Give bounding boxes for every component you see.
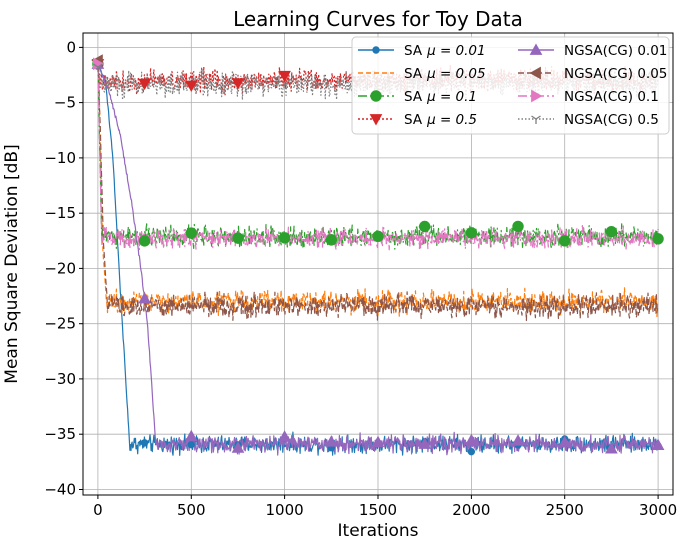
- legend-label-6: NGSA(CG) 0.1: [564, 89, 659, 105]
- series-marker-0: [187, 440, 195, 449]
- legend-marker-4: [529, 43, 543, 55]
- series-marker-3: [138, 78, 151, 91]
- series-marker-4: [184, 429, 198, 442]
- series-marker-4: [605, 442, 618, 454]
- y-tick-label: −10: [44, 149, 76, 167]
- x-tick-label: 1000: [266, 501, 304, 519]
- series-line-1: [97, 62, 659, 318]
- legend-label-text: SA: [404, 66, 423, 82]
- x-tick-label: 2000: [452, 501, 490, 519]
- series-marker-4: [558, 435, 572, 448]
- series-marker-2: [605, 225, 618, 238]
- legend-label-param: μ = 0.5: [426, 112, 477, 128]
- legend-label-4: NGSA(CG) 0.01: [564, 43, 667, 59]
- legend-label-7: NGSA(CG) 0.5: [564, 112, 659, 128]
- x-tick-label: 0: [93, 501, 103, 519]
- marker-stroke: [535, 115, 541, 120]
- x-axis-ticks: 0 500 1000 1500 2000 2500 3000: [93, 495, 677, 519]
- series-marker-3: [184, 80, 198, 93]
- series-marker-7: [93, 63, 103, 73]
- series-marker-4: [278, 430, 291, 442]
- legend-marker-3: [369, 114, 383, 126]
- series-marker-4: [651, 438, 665, 450]
- legend-marker-2: [370, 90, 382, 102]
- series-marker-4: [231, 441, 245, 453]
- series-marker-4: [138, 291, 151, 304]
- legend-label-text: SA: [404, 43, 423, 59]
- legend-marker-7: [531, 115, 541, 124]
- legend-label-text: NGSA(CG) 0.05: [564, 66, 667, 82]
- grid-lines: [83, 33, 673, 495]
- x-axis-label: Iterations: [338, 521, 419, 541]
- x-tick-label: 2500: [546, 501, 584, 519]
- legend-label-text: NGSA(CG) 0.5: [564, 112, 659, 128]
- marker-stroke: [93, 63, 99, 68]
- legend-label-text: SA: [404, 89, 423, 105]
- legend-marker-5: [529, 66, 541, 80]
- y-tick-label: −25: [44, 315, 76, 333]
- legend-label-1: SA μ = 0.05: [404, 66, 486, 82]
- legend-label-text: NGSA(CG) 0.1: [564, 89, 659, 105]
- series-line-5: [97, 62, 659, 322]
- series-marker-4: [511, 434, 525, 446]
- y-axis-ticks: 0 −5 −10 −15 −20 −25 −30 −35 −40: [44, 38, 83, 499]
- series-marker-2: [465, 227, 478, 239]
- series-marker-2: [232, 232, 244, 244]
- chart-title: Learning Curves for Toy Data: [233, 7, 523, 31]
- legend-label-text: NGSA(CG) 0.01: [564, 43, 667, 59]
- x-tick-label: 1500: [359, 501, 397, 519]
- x-tick-label: 500: [177, 501, 206, 519]
- legend-label-param: μ = 0.01: [426, 43, 486, 59]
- legend-label-3: SA μ = 0.5: [404, 112, 477, 128]
- series-marker-2: [418, 220, 431, 233]
- y-tick-label: −40: [44, 481, 76, 499]
- series-marker-3: [231, 78, 245, 90]
- y-tick-label: −30: [44, 370, 76, 388]
- y-tick-label: −15: [44, 204, 76, 222]
- y-tick-label: −20: [44, 259, 76, 277]
- series-marker-0: [140, 439, 149, 447]
- legend-label-param: μ = 0.05: [426, 66, 486, 82]
- series-marker-2: [559, 235, 571, 247]
- marker-stroke: [97, 63, 103, 68]
- series-marker-3: [278, 70, 291, 83]
- legend-box: [351, 36, 670, 135]
- series-marker-4: [371, 435, 385, 448]
- legend-marker-0: [372, 46, 380, 54]
- y-tick-label: 0: [66, 38, 76, 56]
- series-marker-2: [652, 233, 664, 245]
- series-marker-2: [325, 234, 338, 246]
- legend-label-0: SA μ = 0.01: [404, 43, 486, 59]
- series-marker-4: [418, 437, 432, 449]
- y-tick-label: −35: [44, 425, 76, 443]
- y-axis-label: Mean Square Deviation [dB]: [2, 144, 22, 383]
- legend-label-text: SA: [404, 112, 423, 128]
- series-marker-4: [324, 435, 338, 447]
- legend-marker-6: [531, 89, 543, 103]
- series-marker-2: [372, 230, 384, 243]
- series-marker-0: [467, 447, 476, 456]
- legend-label-5: NGSA(CG) 0.05: [564, 66, 667, 82]
- x-tick-label: 3000: [639, 501, 677, 519]
- series-marker-2: [278, 232, 291, 244]
- series-marker-2: [138, 235, 151, 247]
- y-tick-label: −5: [54, 94, 76, 112]
- series-marker-4: [465, 433, 478, 446]
- series-markers: [91, 54, 665, 456]
- legend-label-param: μ = 0.1: [426, 89, 477, 105]
- legend-label-2: SA μ = 0.1: [404, 89, 477, 105]
- marker-stroke: [531, 115, 537, 120]
- series-marker-2: [185, 227, 197, 239]
- series-marker-2: [512, 220, 524, 233]
